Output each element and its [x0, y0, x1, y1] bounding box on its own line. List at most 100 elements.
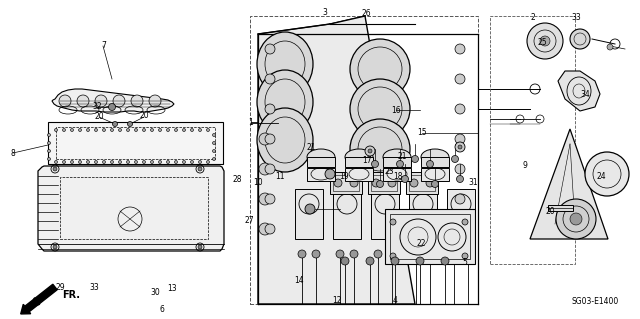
Circle shape — [54, 160, 58, 164]
Text: 14: 14 — [294, 276, 304, 285]
Circle shape — [416, 257, 424, 265]
Bar — [333, 175, 359, 191]
Bar — [447, 189, 475, 239]
Text: 17: 17 — [362, 156, 372, 165]
Circle shape — [462, 219, 468, 225]
Circle shape — [134, 129, 138, 131]
Circle shape — [47, 158, 51, 160]
Circle shape — [212, 158, 216, 160]
Circle shape — [325, 169, 335, 179]
Polygon shape — [258, 16, 415, 304]
Circle shape — [371, 160, 378, 167]
Text: 33: 33 — [571, 13, 581, 22]
Circle shape — [118, 129, 122, 131]
Circle shape — [53, 245, 57, 249]
Circle shape — [455, 44, 465, 54]
Circle shape — [102, 129, 106, 131]
Circle shape — [390, 219, 396, 225]
Circle shape — [441, 257, 449, 265]
Circle shape — [79, 160, 81, 164]
Ellipse shape — [257, 70, 313, 134]
Circle shape — [127, 122, 132, 127]
Text: 1: 1 — [248, 118, 253, 127]
Text: 26: 26 — [361, 9, 371, 18]
Circle shape — [70, 160, 74, 164]
Bar — [371, 175, 397, 191]
Text: 22: 22 — [417, 239, 426, 248]
Text: 31: 31 — [468, 178, 479, 187]
Text: 21: 21 — [397, 152, 406, 161]
Circle shape — [79, 129, 81, 131]
Bar — [548, 205, 573, 211]
Text: 19: 19 — [339, 172, 349, 181]
Polygon shape — [52, 89, 174, 112]
Bar — [409, 189, 437, 239]
Circle shape — [95, 95, 107, 107]
Text: 24: 24 — [596, 172, 607, 181]
Text: 5: 5 — [462, 258, 467, 267]
Ellipse shape — [257, 32, 313, 96]
Circle shape — [95, 160, 97, 164]
Text: 8: 8 — [10, 149, 15, 158]
Bar — [345, 157, 373, 167]
Bar — [383, 168, 411, 181]
Ellipse shape — [421, 149, 449, 165]
Text: 23: 23 — [385, 167, 395, 176]
Circle shape — [118, 160, 122, 164]
Circle shape — [150, 160, 154, 164]
Circle shape — [336, 250, 344, 258]
Circle shape — [47, 133, 51, 137]
Circle shape — [159, 129, 161, 131]
Circle shape — [102, 160, 106, 164]
Circle shape — [455, 194, 465, 204]
Text: 28: 28 — [232, 175, 241, 184]
Text: FR.: FR. — [62, 290, 80, 300]
Text: 33: 33 — [90, 283, 100, 292]
Circle shape — [305, 204, 315, 214]
Ellipse shape — [345, 149, 373, 165]
Circle shape — [198, 160, 202, 164]
Circle shape — [350, 179, 358, 187]
Circle shape — [207, 129, 209, 131]
Circle shape — [77, 95, 89, 107]
Ellipse shape — [257, 108, 313, 172]
Circle shape — [150, 129, 154, 131]
Circle shape — [265, 164, 275, 174]
Circle shape — [86, 129, 90, 131]
Circle shape — [111, 129, 113, 131]
Circle shape — [175, 160, 177, 164]
Text: 3: 3 — [323, 8, 328, 17]
Bar — [421, 168, 449, 181]
Bar — [60, 177, 208, 239]
Text: 32: 32 — [92, 102, 102, 111]
Circle shape — [298, 250, 306, 258]
Circle shape — [265, 194, 275, 204]
Circle shape — [113, 122, 118, 127]
Ellipse shape — [585, 152, 629, 196]
Circle shape — [182, 160, 186, 164]
Circle shape — [259, 193, 271, 205]
Circle shape — [86, 160, 90, 164]
Circle shape — [376, 181, 383, 188]
Text: 11: 11 — [275, 172, 284, 181]
Text: 9: 9 — [522, 161, 527, 170]
Circle shape — [207, 160, 209, 164]
Circle shape — [143, 160, 145, 164]
Circle shape — [455, 164, 465, 174]
Text: 7: 7 — [101, 41, 106, 50]
Text: 15: 15 — [417, 128, 428, 137]
Circle shape — [456, 175, 463, 182]
Bar — [368, 172, 400, 194]
Ellipse shape — [350, 119, 410, 179]
Circle shape — [259, 133, 271, 145]
Circle shape — [63, 160, 65, 164]
Bar — [406, 172, 438, 194]
Circle shape — [143, 129, 145, 131]
Circle shape — [63, 129, 65, 131]
Circle shape — [259, 163, 271, 175]
Circle shape — [265, 224, 275, 234]
Circle shape — [212, 133, 216, 137]
Circle shape — [59, 95, 71, 107]
Circle shape — [109, 103, 115, 110]
Ellipse shape — [383, 149, 411, 165]
